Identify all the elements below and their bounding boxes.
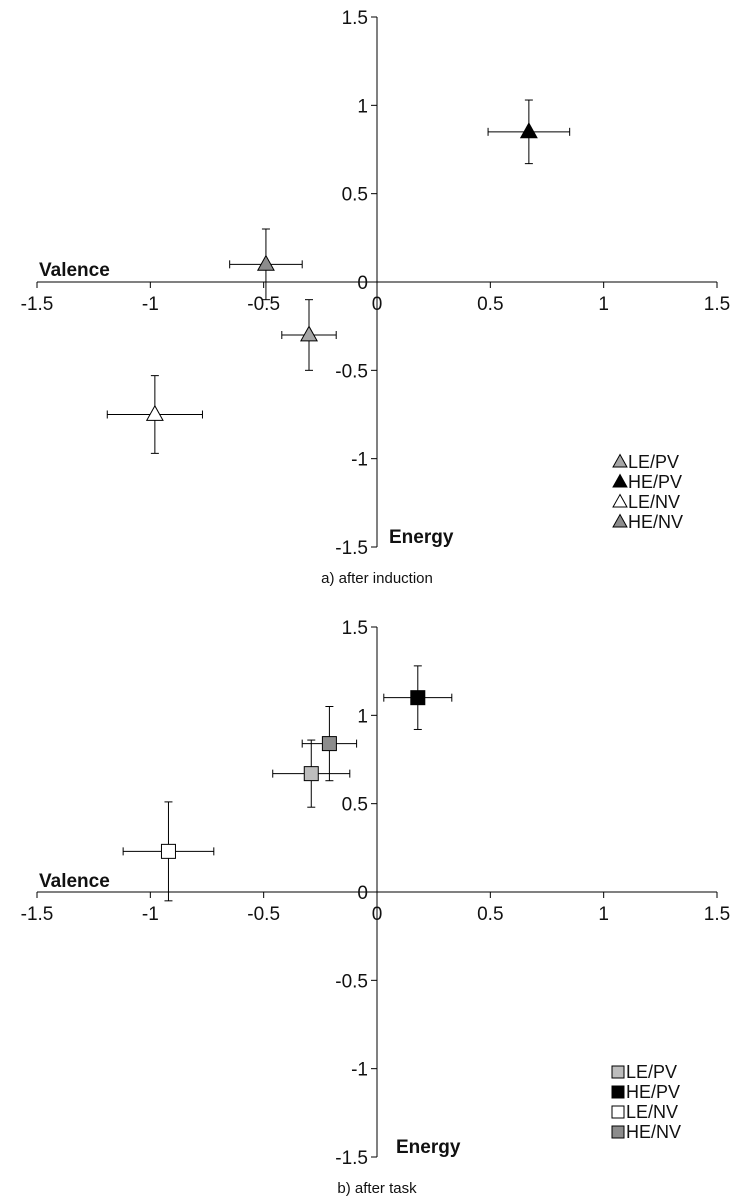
data-point-le-nv [122, 801, 215, 902]
legend-label: LE/PV [626, 1062, 677, 1082]
legend-swatch [612, 513, 628, 528]
point-marker [410, 690, 426, 706]
legend-label: HE/PV [626, 1082, 680, 1102]
x-axis-title: Valence [39, 260, 110, 281]
x-tick-label: -0.5 [247, 294, 280, 315]
point-marker [519, 122, 538, 139]
data-point-le-pv [272, 739, 351, 808]
y-tick-label: -1 [351, 1060, 368, 1081]
legend-label: LE/NV [626, 1102, 678, 1122]
legend-swatch [612, 493, 628, 508]
x-tick-label: -1.5 [21, 294, 54, 315]
x-axis-title: Valence [39, 871, 110, 892]
y-tick-label: 1.5 [342, 8, 368, 29]
point-marker [300, 325, 318, 342]
y-tick-label: -1.5 [335, 538, 368, 559]
x-tick-label: -1 [142, 904, 159, 925]
legend-swatch [611, 1105, 625, 1119]
point-marker [145, 404, 164, 421]
y-tick-label: 0 [357, 273, 368, 294]
x-tick-label: 1 [598, 904, 609, 925]
point-marker [256, 254, 275, 271]
x-tick-label: 0 [372, 904, 383, 925]
legend-swatch [612, 473, 628, 488]
x-tick-label: -1.5 [21, 904, 54, 925]
legend-label: HE/PV [628, 472, 682, 492]
legend-swatch [611, 1085, 625, 1099]
x-tick-label: -1 [142, 294, 159, 315]
y-tick-label: 0.5 [342, 795, 368, 816]
y-tick-label: 1 [357, 96, 368, 117]
chart-caption: a) after induction [321, 570, 433, 587]
y-tick-label: 1 [357, 706, 368, 727]
legend-swatch [611, 1125, 625, 1139]
y-tick-label: 0 [357, 883, 368, 904]
x-tick-label: 0.5 [477, 904, 503, 925]
x-tick-label: 0.5 [477, 294, 503, 315]
y-tick-label: -1.5 [335, 1148, 368, 1169]
point-marker [303, 766, 319, 782]
chart-caption: b) after task [337, 1180, 417, 1197]
chart-panel-a: -1.5 -1 -0.5 0 0.5 1 1.5 1.5 1 0.5 0 -0.5 -1 -1.5 Vale… [21, 8, 731, 587]
data-point-he-nv [229, 228, 303, 301]
data-point-he-pv [487, 99, 571, 165]
x-tick-label: -0.5 [247, 904, 280, 925]
y-axis-title: Energy [396, 1137, 461, 1158]
y-tick-label: -0.5 [335, 361, 368, 382]
chart-panel-b: -1.5 -1 -0.5 0 0.5 1 1.5 1.5 1 0.5 0 -0.5 -1 -1.5 Vale… [21, 618, 731, 1197]
y-tick-label: -1 [351, 450, 368, 471]
x-tick-label: 0 [372, 294, 383, 315]
legend-swatch [611, 1065, 625, 1079]
data-point-le-nv [106, 375, 203, 454]
y-tick-label: 0.5 [342, 185, 368, 206]
legend-label: HE/NV [626, 1122, 681, 1142]
legend-label: LE/PV [628, 452, 679, 472]
x-tick-label: 1.5 [704, 904, 730, 925]
legend-label: LE/NV [628, 492, 680, 512]
x-tick-label: 1.5 [704, 294, 730, 315]
legend-label: HE/NV [628, 512, 683, 532]
y-axis-title: Energy [389, 527, 454, 548]
point-marker [321, 736, 337, 752]
data-point-he-nv [301, 706, 358, 782]
y-tick-label: 1.5 [342, 618, 368, 639]
data-point-he-pv [383, 665, 453, 730]
data-point-le-pv [281, 299, 337, 371]
legend-swatch [612, 453, 628, 468]
point-marker [160, 843, 176, 859]
x-tick-label: 1 [598, 294, 609, 315]
y-tick-label: -0.5 [335, 971, 368, 992]
